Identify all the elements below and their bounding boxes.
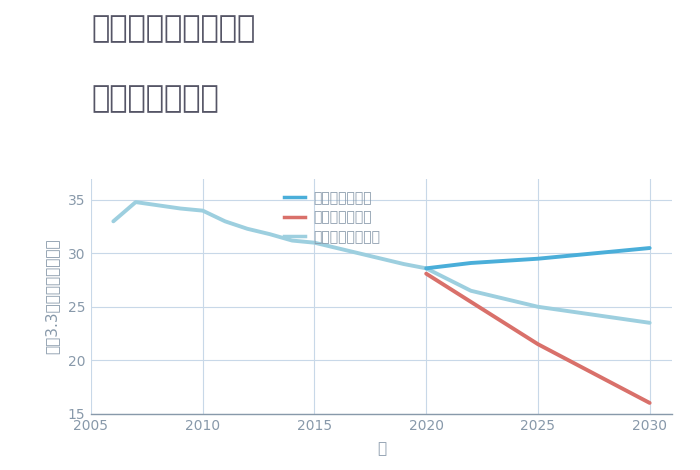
Legend: グッドシナリオ, バッドシナリオ, ノーマルシナリオ: グッドシナリオ, バッドシナリオ, ノーマルシナリオ <box>279 186 386 250</box>
Text: 兵庫県姫路市楠町の: 兵庫県姫路市楠町の <box>91 14 256 43</box>
X-axis label: 年: 年 <box>377 441 386 456</box>
Text: 土地の価格推移: 土地の価格推移 <box>91 85 218 114</box>
Y-axis label: 坪（3.3㎡）単価（万円）: 坪（3.3㎡）単価（万円） <box>45 238 60 354</box>
